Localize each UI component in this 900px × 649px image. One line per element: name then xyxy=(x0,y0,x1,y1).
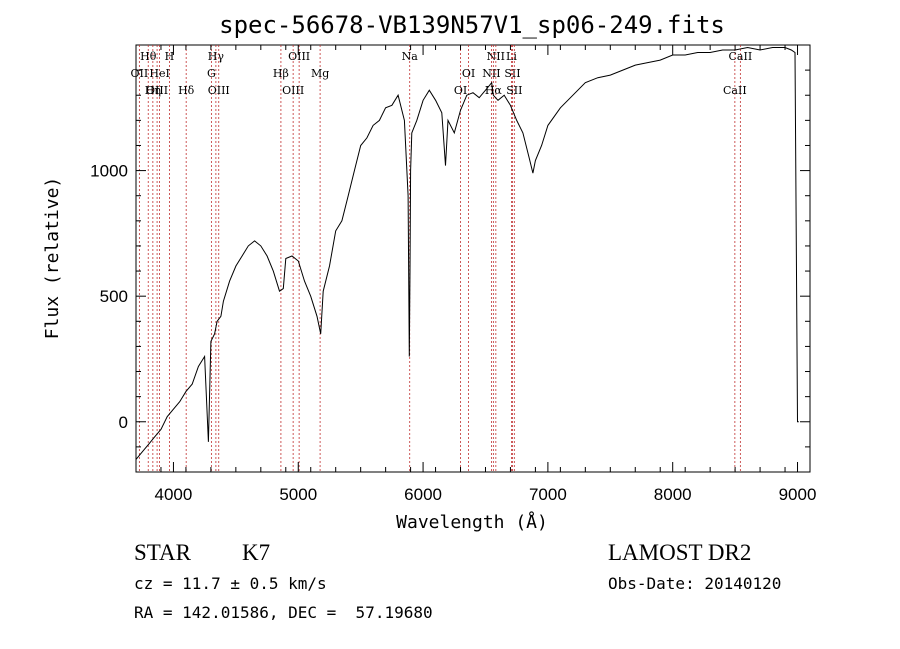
spectral-line-label: Hη xyxy=(145,84,161,97)
redshift: cz = 11.7 ± 0.5 km/s xyxy=(134,574,327,593)
object-class: STAR xyxy=(134,540,191,565)
spectral-line-label: HeI xyxy=(149,67,169,80)
spectral-line-label: NII xyxy=(487,50,505,63)
coordinates: RA = 142.01586, DEC = 57.19680 xyxy=(134,603,433,622)
spectral-line-label: Mg xyxy=(311,67,329,80)
x-tick-label: 6000 xyxy=(404,485,442,504)
spectral-line-label: SII xyxy=(506,84,522,97)
spectral-line-label: Hβ xyxy=(273,67,289,80)
y-tick-label: 0 xyxy=(119,413,128,432)
survey: LAMOST DR2 xyxy=(608,540,752,565)
spectral-line-label: OII xyxy=(131,67,149,80)
spectral-line-label: Hγ xyxy=(208,50,225,63)
x-tick-label: 4000 xyxy=(155,485,193,504)
spectral-line-label: OI xyxy=(454,84,467,97)
spectral-line-label: SII xyxy=(504,67,520,80)
spectral-line-label: OIII xyxy=(146,84,168,97)
spectral-line-label: OIII xyxy=(288,50,310,63)
x-tick-label: 8000 xyxy=(654,485,692,504)
obs-date: Obs-Date: 20140120 xyxy=(608,574,782,593)
spectral-line-label: H xyxy=(165,50,175,63)
spectral-line-label: Li xyxy=(506,50,517,63)
x-tick-label: 7000 xyxy=(529,485,567,504)
spectral-line-label: OI xyxy=(462,67,475,80)
spectral-line-label: CaII xyxy=(723,84,747,97)
spectral-line-label: Hδ xyxy=(178,84,195,97)
spectral-line-label: OIII xyxy=(208,84,230,97)
spectrum-line xyxy=(135,46,799,460)
x-tick-label: 9000 xyxy=(779,485,817,504)
spectral-line-label: G xyxy=(207,67,216,80)
spectral-line-label: Hθ xyxy=(140,50,157,63)
y-axis-label: Flux (relative) xyxy=(42,177,63,340)
x-axis-label: Wavelength (Å) xyxy=(396,511,548,533)
plot-frame xyxy=(135,44,811,473)
spectral-line-label: Na xyxy=(402,50,419,63)
x-tick-label: 5000 xyxy=(279,485,317,504)
spectral-line-label: NII xyxy=(482,67,500,80)
y-tick-label: 500 xyxy=(100,287,128,306)
axis-ticks: 4000 5000 6000 7000 8000 9000 0 500 1000 xyxy=(90,45,816,504)
chart-title: spec-56678-VB139N57V1_sp06-249.fits xyxy=(219,11,725,39)
y-tick-label: 1000 xyxy=(90,162,128,181)
spectral-line-label: OIII xyxy=(282,84,304,97)
spectral-line-label: Hα xyxy=(485,84,503,97)
subclass: K7 xyxy=(242,540,271,565)
spectral-line-label: CaII xyxy=(729,50,753,63)
